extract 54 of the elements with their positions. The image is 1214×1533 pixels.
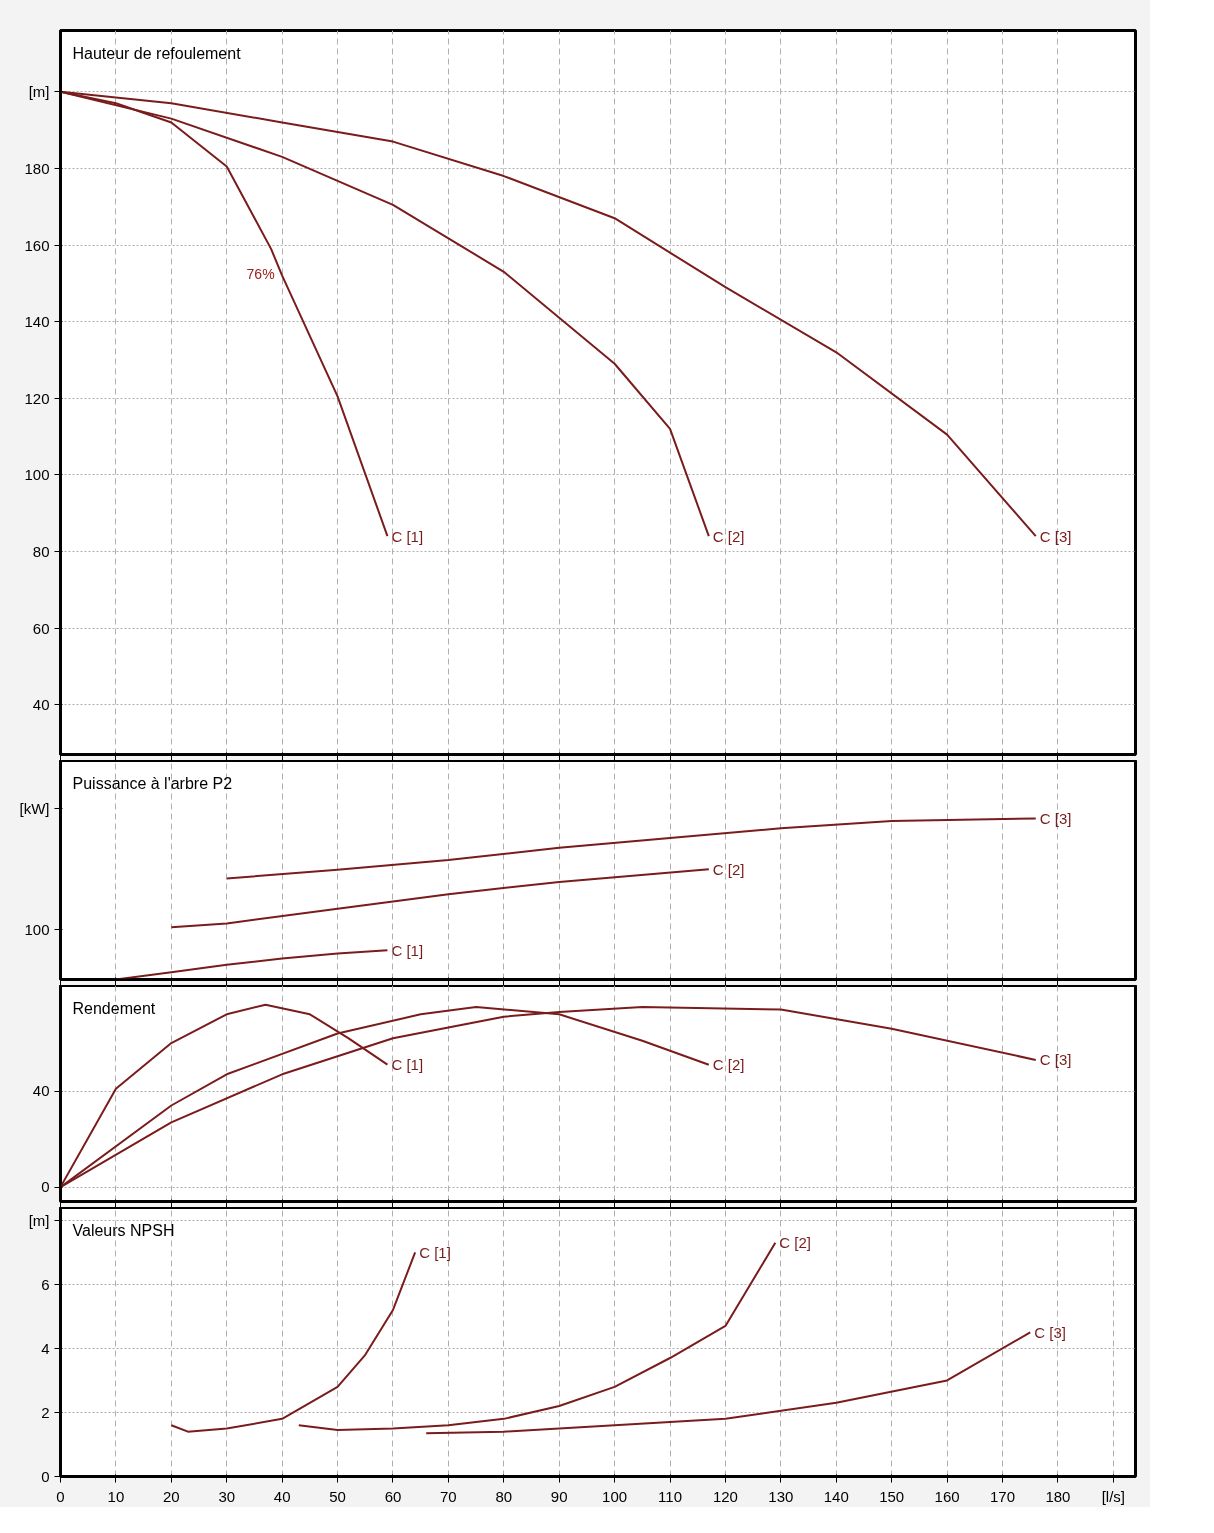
y-tick-label: 0	[41, 1178, 50, 1196]
y-tick-label: 60	[32, 619, 50, 637]
x-tick-label: 20	[162, 1487, 180, 1505]
x-tick-label: 170	[990, 1487, 1016, 1505]
series-label: C [2]	[712, 527, 745, 545]
x-tick-label: 140	[823, 1487, 849, 1505]
y-tick-label: [m]	[28, 83, 50, 101]
y-tick-label: [m]	[28, 1211, 50, 1229]
y-tick-label: 0	[41, 1468, 50, 1485]
x-tick-label: 80	[495, 1487, 513, 1505]
series-label: C [3]	[1039, 527, 1072, 545]
x-tick-label: 150	[879, 1487, 905, 1505]
series-label: C [3]	[1039, 809, 1072, 827]
y-tick-label: 100	[24, 466, 50, 484]
x-tick-label: 50	[329, 1487, 346, 1505]
y-tick-label: 140	[24, 313, 50, 331]
series-label: C [1]	[419, 1243, 451, 1261]
x-tick-label: 180	[1045, 1487, 1071, 1505]
x-tick-label: 10	[107, 1487, 125, 1505]
y-tick-label: 120	[24, 389, 50, 407]
x-tick-label: [l/s]	[1101, 1487, 1126, 1505]
x-tick-label: 110	[658, 1487, 682, 1505]
annotation: 76%	[246, 266, 275, 283]
x-tick-label: 100	[602, 1487, 628, 1505]
x-tick-label: 60	[384, 1487, 402, 1505]
series-label: C [2]	[712, 860, 745, 878]
y-tick-label: 40	[32, 696, 50, 714]
y-tick-label: 2	[41, 1403, 50, 1421]
x-tick-label: 0	[56, 1487, 65, 1505]
series-label: C [3]	[1039, 1051, 1072, 1069]
series-label: C [2]	[712, 1056, 745, 1074]
x-tick-label: 130	[768, 1487, 794, 1505]
series-label: C [2]	[779, 1234, 812, 1252]
y-tick-label: 40	[32, 1082, 50, 1100]
y-tick-label: 4	[41, 1339, 50, 1357]
x-tick-label: 70	[440, 1487, 457, 1505]
y-tick-label: 180	[24, 159, 50, 177]
series-label: C [1]	[391, 1056, 424, 1074]
series-label: C [1]	[391, 941, 424, 959]
text: Rendement	[72, 999, 156, 1017]
x-tick-label: 120	[712, 1487, 738, 1505]
series-label: C [3]	[1034, 1323, 1066, 1341]
text: [kW]	[19, 800, 50, 818]
text: Hauteur de refoulement	[72, 44, 242, 62]
text: Valeurs NPSH	[72, 1221, 175, 1239]
x-tick-label: 160	[934, 1487, 960, 1505]
y-tick-label: 80	[32, 542, 50, 560]
y-tick-label: 160	[24, 236, 50, 254]
x-tick-label: 40	[273, 1487, 291, 1505]
x-tick-label: 90	[550, 1487, 568, 1505]
x-tick-label: 30	[218, 1487, 236, 1505]
y-tick-label: 6	[41, 1275, 50, 1293]
chart-title: Puissance à l'arbre P2	[72, 774, 233, 792]
series-label: C [1]	[391, 527, 424, 545]
